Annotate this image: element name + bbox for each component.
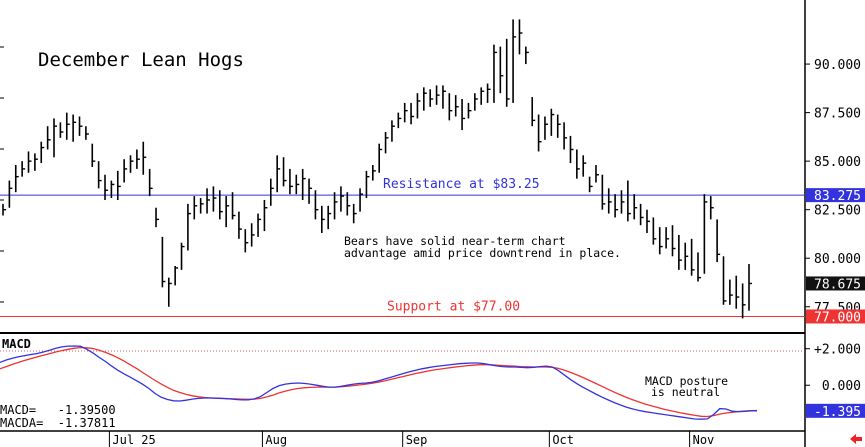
macd-annotation-line-1: MACD posture: [645, 374, 728, 388]
macd-annotation-line-2: is neutral: [651, 385, 720, 399]
macd-tick-label: +2.000: [814, 343, 861, 358]
price-bars: [2, 19, 752, 319]
date-tick-label: Aug: [265, 433, 287, 447]
price-tick-label: 90.000: [814, 58, 861, 73]
resistance-tag-value: 83.275: [814, 189, 861, 204]
date-axis: Jul 25 Aug Sep Oct Nov: [108, 431, 715, 447]
last-price-tag: 78.675: [806, 276, 865, 292]
support-tag-value: 77.000: [814, 310, 861, 325]
support-price-tag: 77.000: [806, 309, 865, 325]
price-tick-label: 87.500: [814, 107, 861, 122]
macd-panel-title: MACD: [2, 337, 31, 351]
macd-average-line: [0, 346, 758, 418]
date-tick-label: Oct: [552, 433, 574, 447]
macd-current-tag: -1.395: [806, 403, 865, 420]
macd-axis: +2.000 0.000: [805, 343, 861, 394]
annotation-line-1: Bears have solid near-term chart: [344, 234, 566, 248]
date-tick-label: Nov: [693, 433, 715, 447]
macd-tick-label: 0.000: [822, 379, 861, 394]
macd-readout-box: [0, 402, 112, 430]
last-price-value: 78.675: [814, 277, 861, 292]
price-tick-label: 82.500: [814, 204, 861, 219]
annotation-line-2: advantage amid price downtrend in place.: [344, 246, 621, 260]
resistance-price-tag: 83.275: [806, 188, 865, 204]
scroll-left-arrow-icon[interactable]: [850, 434, 862, 444]
support-label: Support at $77.00: [387, 299, 520, 314]
date-tick-label: Sep: [406, 433, 428, 447]
chart-title: December Lean Hogs: [38, 49, 244, 71]
macda-readout: MACDA= -1.37811: [0, 416, 116, 430]
date-tick-label: Jul 25: [112, 433, 155, 447]
macd-readout: MACD= -1.39500: [0, 403, 116, 417]
price-tick-label: 80.000: [814, 252, 861, 267]
price-tick-label: 85.000: [814, 155, 861, 170]
macd-current-value: -1.395: [814, 405, 861, 420]
resistance-label: Resistance at $83.25: [383, 177, 540, 192]
macd-line: [0, 345, 757, 420]
